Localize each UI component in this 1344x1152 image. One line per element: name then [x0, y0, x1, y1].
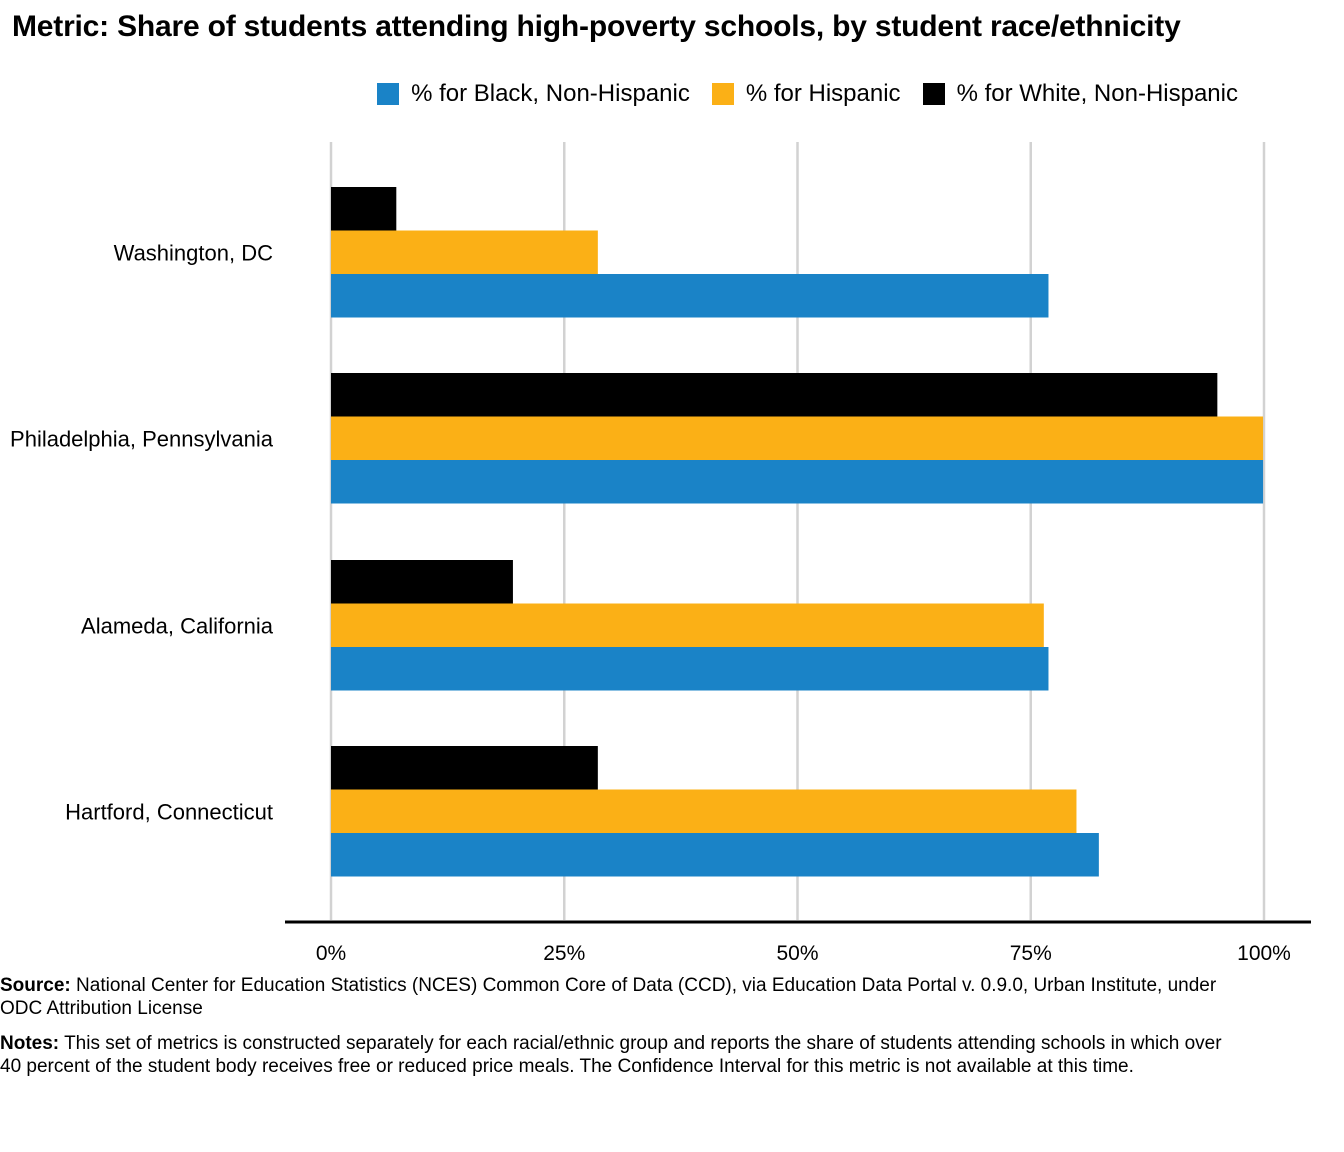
bar-hartford-connecticut-hispanic: [331, 789, 1077, 833]
legend-label-hispanic: % for Hispanic: [745, 80, 901, 107]
category-labels: Washington, DC Philadelphia, Pennsylvania…: [10, 240, 274, 824]
category-label-alameda-california: Alameda, California: [81, 613, 274, 638]
x-tick-label-100: 100%: [1237, 942, 1291, 965]
notes-label: Notes:: [0, 1033, 60, 1054]
category-label-hartford-connecticut: Hartford, Connecticut: [65, 799, 273, 824]
bar-washington-dc-hispanic: [331, 230, 598, 274]
bar-alameda-california-white-non-hispanic: [331, 560, 513, 604]
legend-item-black: % for Black, Non-Hispanic: [377, 80, 690, 108]
x-tick-label-75: 75%: [1010, 942, 1052, 965]
x-tick-label-50: 50%: [776, 942, 818, 965]
chart-legend: % for Black, Non-Hispanic % for Hispanic…: [377, 80, 1238, 108]
bar-philadelphia-pennsylvania-black-non-hispanic: [331, 460, 1264, 504]
source-text: National Center for Education Statistics…: [0, 975, 1217, 1019]
category-label-philadelphia-pennsylvania: Philadelphia, Pennsylvania: [10, 426, 274, 451]
notes-note: Notes: This set of metrics is constructe…: [0, 1032, 1230, 1078]
legend-swatch-black: [377, 83, 400, 105]
bar-philadelphia-pennsylvania-white-non-hispanic: [331, 373, 1218, 417]
source-note: Source: National Center for Education St…: [0, 974, 1230, 1020]
bar-washington-dc-white-non-hispanic: [331, 187, 397, 231]
source-label: Source:: [0, 975, 71, 996]
bar-washington-dc-black-non-hispanic: [331, 274, 1049, 318]
legend-swatch-white: [922, 83, 945, 105]
category-label-washington-dc: Washington, DC: [114, 240, 273, 265]
bars: [331, 187, 1264, 877]
bar-alameda-california-hispanic: [331, 603, 1044, 647]
bar-chart: Washington, DC Philadelphia, Pennsylvania…: [10, 142, 1311, 965]
notes-text: This set of metrics is constructed separ…: [0, 1033, 1222, 1077]
legend-swatch-hispanic: [711, 83, 734, 105]
legend-label-black: % for Black, Non-Hispanic: [411, 80, 690, 107]
bar-hartford-connecticut-black-non-hispanic: [331, 833, 1099, 877]
legend-label-white: % for White, Non-Hispanic: [956, 80, 1238, 107]
x-tick-label-25: 25%: [543, 942, 585, 965]
page-title: Metric: Share of students attending high…: [12, 10, 1181, 43]
bar-philadelphia-pennsylvania-hispanic: [331, 416, 1264, 460]
bar-alameda-california-black-non-hispanic: [331, 647, 1049, 691]
legend-item-hispanic: % for Hispanic: [711, 80, 901, 108]
x-tick-label-0: 0%: [316, 942, 346, 965]
bar-hartford-connecticut-white-non-hispanic: [331, 746, 598, 790]
x-axis: 0% 25% 50% 75% 100%: [285, 920, 1311, 965]
legend-item-white: % for White, Non-Hispanic: [922, 80, 1238, 108]
